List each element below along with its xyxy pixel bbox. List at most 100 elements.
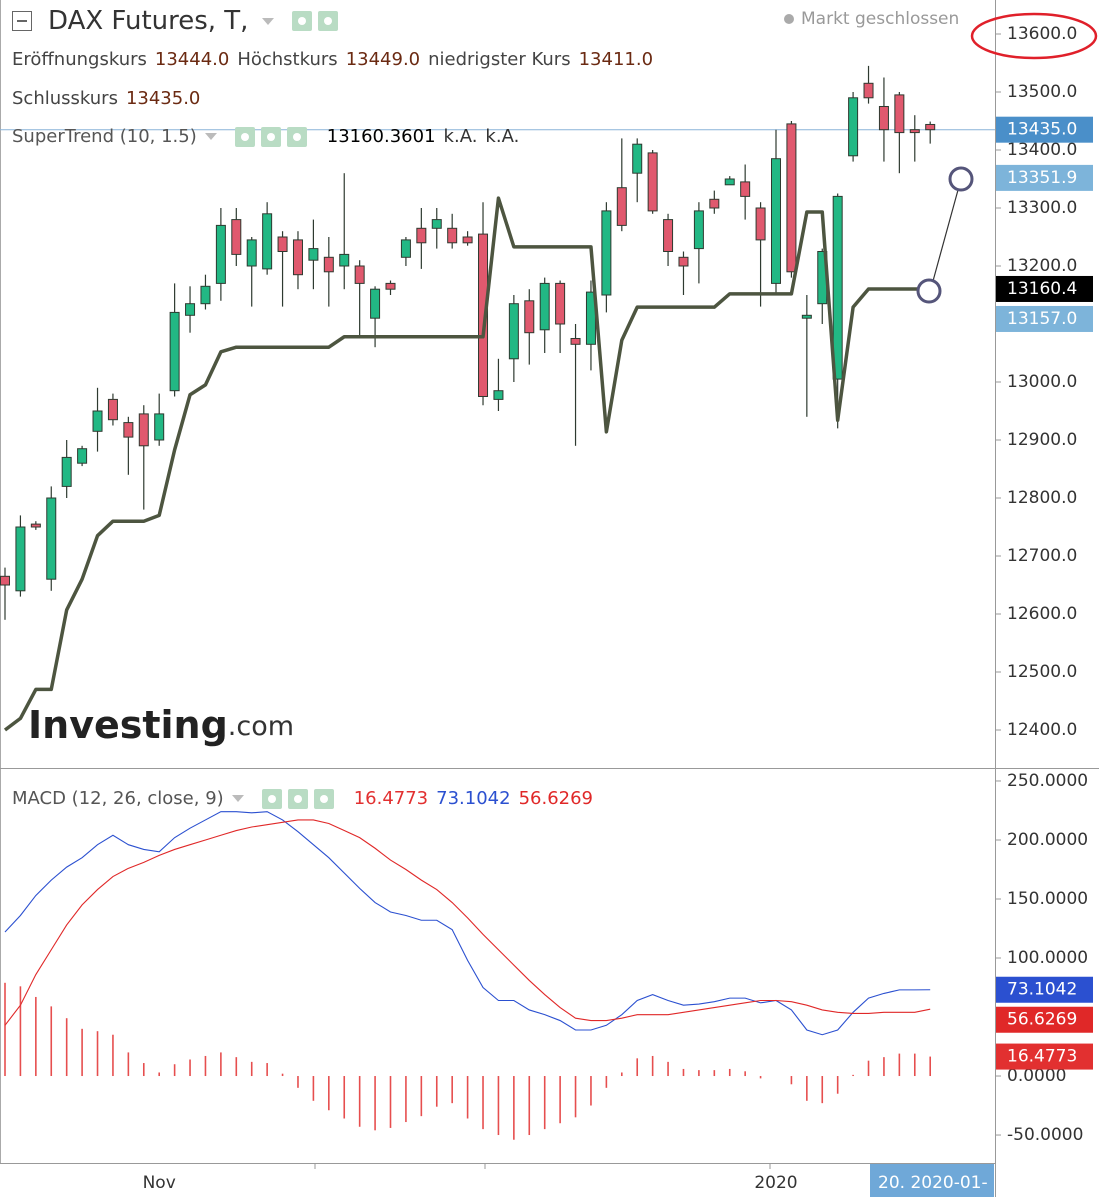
candle-body xyxy=(77,448,88,464)
price-marker-label: 16.4773 xyxy=(1007,1047,1077,1067)
candle-body xyxy=(832,195,843,380)
annotations xyxy=(916,12,1098,304)
price-marker-label: 13160.4 xyxy=(1007,279,1077,299)
candle-body xyxy=(123,422,134,438)
price-marker-bg xyxy=(996,1043,1093,1070)
y-tick-label: 12600.0 xyxy=(1007,604,1077,624)
candle-body xyxy=(848,97,859,157)
supertrend-line xyxy=(3,196,931,732)
candle-body xyxy=(786,123,797,273)
indicator-value: k.A. xyxy=(443,126,478,147)
candle-body xyxy=(354,265,365,284)
y-tick-label: 13600.0 xyxy=(1007,24,1077,44)
candle-body xyxy=(771,158,781,284)
y-tick-label: 12800.0 xyxy=(1007,488,1077,508)
close-legend: Schlusskurs 13435.0 xyxy=(12,88,208,109)
indicator-value: 56.6269 xyxy=(518,788,593,809)
indicator-value: 13160.3601 xyxy=(326,126,436,147)
y-tick-label: 12500.0 xyxy=(1007,662,1077,682)
settings-icon[interactable] xyxy=(287,788,308,809)
y-tick-label: 13000.0 xyxy=(1007,372,1077,392)
candle-body xyxy=(61,456,72,487)
title-row: DAX Futures, T, xyxy=(12,6,344,36)
y-tick-label: 13200.0 xyxy=(1007,256,1077,276)
candle-body xyxy=(678,256,689,267)
indicator-value: 73.1042 xyxy=(436,788,511,809)
candle-body xyxy=(462,236,473,244)
candle-body xyxy=(15,526,26,592)
candle-body xyxy=(570,337,581,345)
y-tick-label: 13300.0 xyxy=(1007,198,1077,218)
candle-body xyxy=(92,410,103,432)
supertrend-legend: SuperTrend (10, 1.5) 13160.3601 k.A. k.A… xyxy=(12,126,527,147)
candle-body xyxy=(431,219,442,229)
candle-body xyxy=(909,129,920,134)
x-tick-label: Nov xyxy=(143,1173,176,1193)
candle-body xyxy=(616,187,627,226)
y-tick-label: -50.0000 xyxy=(1007,1125,1083,1145)
candle-body xyxy=(323,256,334,273)
candle-body xyxy=(277,236,288,252)
watermark-suffix: .com xyxy=(228,711,294,742)
candle-body xyxy=(308,248,319,261)
price-marker-bg xyxy=(996,275,1093,302)
visibility-icon[interactable] xyxy=(234,126,255,147)
x-tick-label: 2020 xyxy=(754,1173,797,1193)
candle-body xyxy=(539,282,550,331)
price-marker-bg xyxy=(996,976,1093,1003)
settings-icon[interactable] xyxy=(260,126,281,147)
indicator-name: MACD (12, 26, close, 9) xyxy=(12,788,224,809)
price-marker-label: 56.6269 xyxy=(1007,1010,1077,1030)
candle-body xyxy=(693,210,704,250)
y-tick-label: 0.0000 xyxy=(1007,1066,1066,1086)
candle-body xyxy=(508,303,519,360)
price-marker-bg xyxy=(996,1006,1093,1033)
dropdown[interactable] xyxy=(204,133,217,140)
y-tick-label: 200.0000 xyxy=(1007,830,1088,850)
y-tick-label: 13400.0 xyxy=(1007,140,1077,160)
y-tick-label: 250.0000 xyxy=(1007,771,1088,791)
ohlc-value: 13411.0 xyxy=(578,49,654,70)
candle-body xyxy=(138,413,149,447)
candle-body xyxy=(231,219,242,255)
y-tick-label: 12900.0 xyxy=(1007,430,1077,450)
settings-icon[interactable] xyxy=(318,11,339,31)
ohlc-value: 13449.0 xyxy=(345,49,421,70)
candle-body xyxy=(339,253,350,267)
price-marker-label: 13435.0 xyxy=(1007,120,1077,140)
y-tick-label: 150.0000 xyxy=(1007,889,1088,909)
dropdown[interactable] xyxy=(231,795,244,802)
candle-body xyxy=(385,282,396,290)
candle-body xyxy=(292,239,303,276)
indicator-value: 16.4773 xyxy=(353,788,429,809)
crosshair-label: 20. 2020-01- xyxy=(878,1173,988,1193)
candle-body xyxy=(185,303,196,316)
remove-icon[interactable] xyxy=(313,788,334,809)
price-marker-label: 13157.0 xyxy=(1007,309,1077,329)
price-marker-bg xyxy=(996,116,1093,143)
candle-body xyxy=(169,311,180,392)
remove-icon[interactable] xyxy=(286,126,307,147)
candle-body xyxy=(200,285,211,305)
dropdown[interactable] xyxy=(262,17,275,25)
indicator-value: k.A. xyxy=(485,126,520,147)
candle-body xyxy=(246,239,257,267)
candle-body xyxy=(724,178,735,186)
visibility-icon[interactable] xyxy=(292,11,313,31)
candle-body xyxy=(555,282,566,325)
ohlc-name: niedrigster Kurs xyxy=(428,49,571,70)
price-marker-bg xyxy=(996,164,1093,191)
candle-body xyxy=(370,288,381,319)
collapse-button[interactable] xyxy=(12,11,32,31)
candle-body xyxy=(740,181,751,197)
candle-body xyxy=(755,207,766,241)
candle-body xyxy=(524,300,535,334)
visibility-icon[interactable] xyxy=(261,788,282,809)
y-tick-label: 100.0000 xyxy=(1007,948,1088,968)
price-marker-label: 73.1042 xyxy=(1007,980,1077,1000)
candle-body xyxy=(478,233,489,397)
macd-line xyxy=(4,819,931,1026)
candle-body xyxy=(925,123,936,131)
